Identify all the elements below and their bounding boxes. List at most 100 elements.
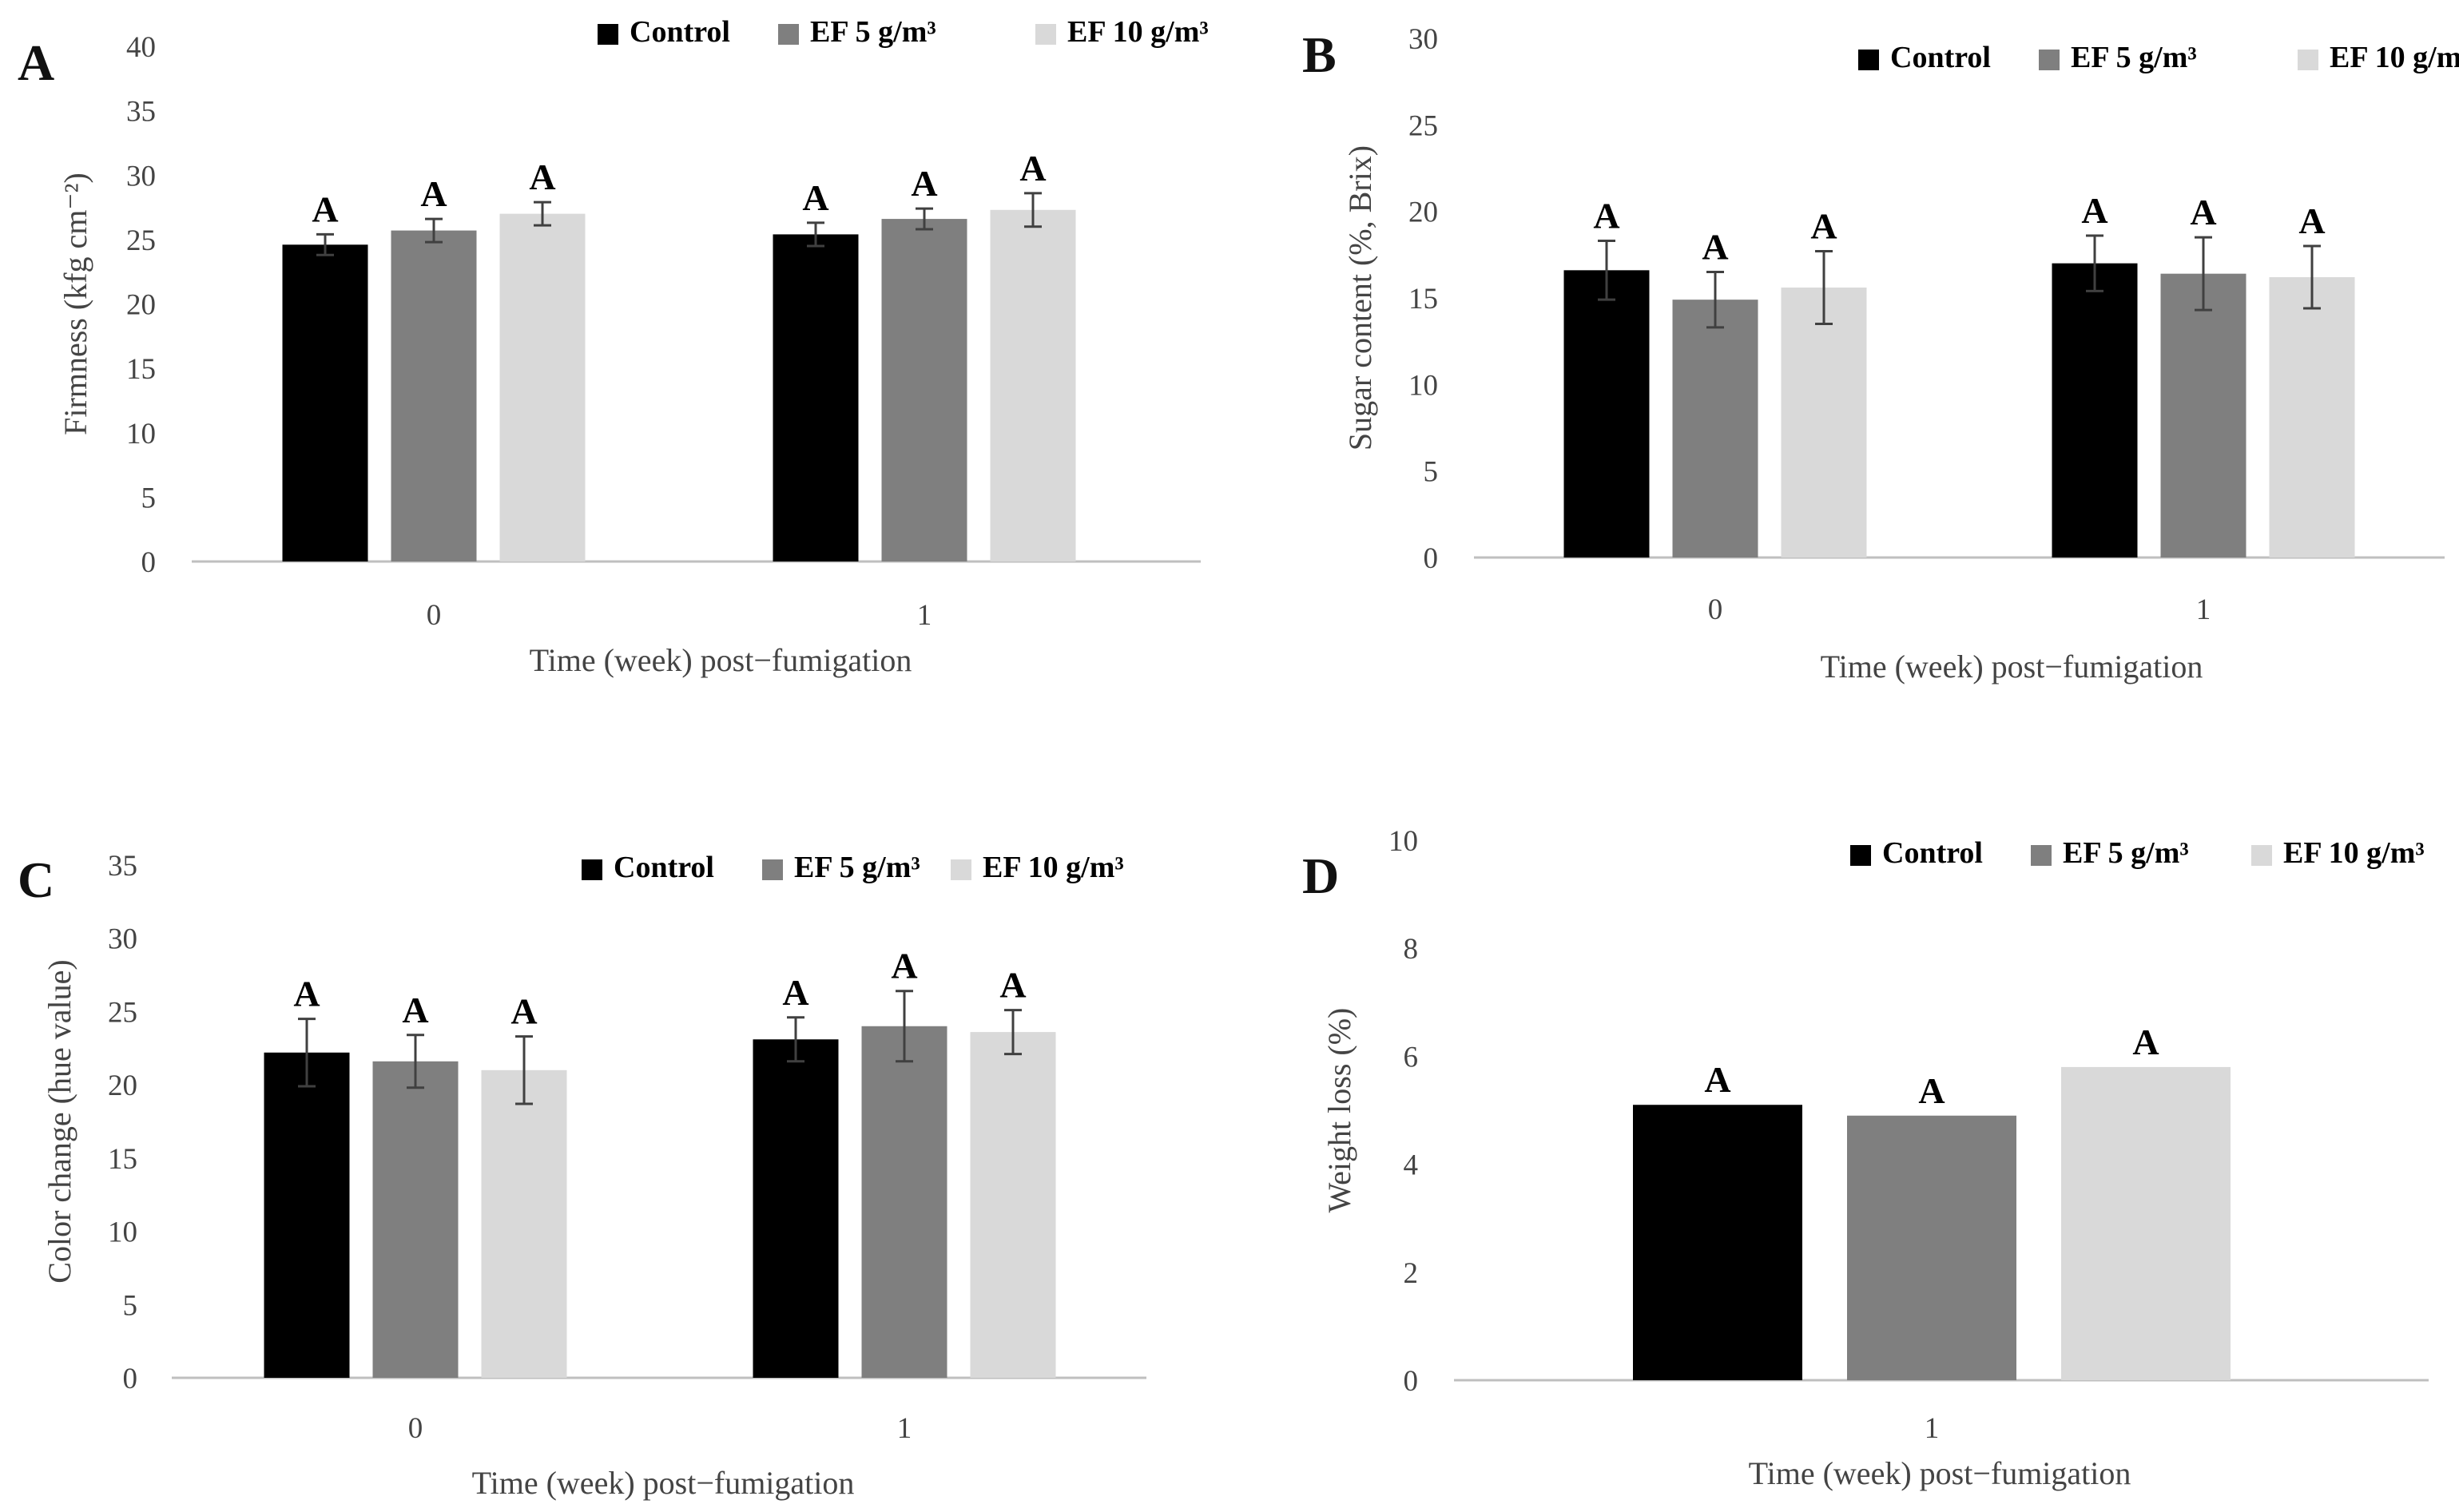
legend-label: EF 5 g/m³ [794,851,920,884]
legend-swatch [1035,24,1056,45]
x-tick-label: 1 [897,1412,912,1445]
bar [773,234,859,562]
legend: Control EF 5 g/m³ EF 10 g/m³ [1850,836,2425,870]
y-tick-label: 10 [1388,825,1418,858]
bar [282,244,368,562]
legend-label: EF 5 g/m³ [810,15,936,49]
x-axis-title: Time (week) post−fumigation [472,1465,855,1501]
panel-label: D [1302,847,1339,904]
y-tick-label: 20 [126,289,156,322]
y-tick-label: 15 [126,353,156,386]
significance-letter: A [1704,1059,1730,1100]
legend-label: EF 5 g/m³ [2071,41,2197,74]
x-axis-title: Time (week) post−fumigation [1821,649,2203,685]
significance-letter: A [293,974,320,1014]
chart-panel-D: D 0 2 4 6 8 10 A A A 1 Time (week) post−fumigation W… [1302,825,2429,1491]
chart-panel-B: B 0 5 10 15 20 25 30 A A A A A A 0 1 Time (week) post−fu… [1302,23,2459,685]
legend: Control EF 5 g/m³ EF 10 g/m³ [582,851,1124,884]
bar [2052,263,2138,558]
y-tick-label: 10 [126,418,156,450]
legend-label: EF 10 g/m³ [2283,836,2425,870]
legend-swatch [582,859,602,880]
y-tick-label: 2 [1404,1257,1419,1290]
significance-letter: A [2132,1022,2159,1062]
significance-letter: A [1810,206,1837,247]
legend-swatch [2039,50,2060,70]
bar [2061,1066,2231,1380]
y-tick-label: 15 [1408,283,1438,315]
significance-letter: A [782,972,808,1013]
bar [1847,1115,2016,1380]
significance-letter: A [1593,196,1619,236]
significance-letter: A [529,157,555,197]
bar [861,1026,947,1378]
significance-letter: A [1702,227,1728,268]
significance-letter: A [1918,1070,1945,1111]
legend-swatch [598,24,618,45]
panel-label: A [18,34,54,91]
y-tick-label: 10 [108,1216,137,1249]
bar [264,1052,350,1378]
y-tick-label: 20 [108,1070,137,1102]
legend-swatch [762,859,783,880]
significance-letter: A [911,163,937,204]
significance-letter: A [402,990,428,1030]
y-tick-label: 30 [108,923,137,956]
y-tick-label: 8 [1404,933,1419,966]
y-tick-label: 5 [123,1289,138,1322]
bar [1563,270,1650,558]
x-tick-label: 0 [427,599,442,632]
significance-letter: A [510,991,537,1032]
y-tick-label: 0 [123,1363,138,1395]
legend-label: EF 10 g/m³ [1067,15,1209,49]
x-tick-label: 1 [2196,593,2211,626]
y-tick-label: 5 [141,482,157,514]
bar [1781,288,1867,558]
legend-swatch [778,24,799,45]
legend-label: Control [1890,41,1991,74]
legend-swatch [2031,845,2052,866]
chart-panel-C: C 0 5 10 15 20 25 30 35 A A A A A A 0 1 Time (week) post−… [18,850,1146,1501]
bar [1672,300,1758,558]
y-tick-label: 40 [126,31,156,64]
significance-letter: A [891,946,917,986]
significance-letter: A [999,965,1026,1006]
y-tick-label: 20 [1408,196,1438,229]
bar [1633,1105,1802,1380]
y-tick-label: 0 [141,546,157,579]
bar [372,1061,459,1378]
legend-swatch [1858,50,1879,70]
y-tick-label: 4 [1404,1149,1419,1182]
x-tick-label: 0 [408,1412,423,1445]
x-axis-title: Time (week) post−fumigation [1749,1455,2131,1491]
legend-label: EF 10 g/m³ [983,851,1124,884]
legend-swatch [2251,845,2272,866]
y-tick-label: 35 [108,850,137,883]
legend-label: Control [614,851,714,884]
y-tick-label: 5 [1424,456,1439,489]
y-tick-label: 30 [126,160,156,192]
y-tick-label: 0 [1424,542,1439,575]
y-tick-label: 35 [126,96,156,129]
bar [753,1039,839,1378]
y-tick-label: 25 [126,224,156,257]
x-axis-title: Time (week) post−fumigation [530,642,912,678]
significance-letter: A [2081,190,2107,231]
legend-label: EF 5 g/m³ [2063,836,2189,870]
panel-label: B [1302,26,1337,83]
bar [2269,277,2355,558]
y-tick-label: 0 [1404,1365,1419,1398]
y-tick-label: 25 [108,996,137,1029]
bar [391,230,477,562]
legend: Control EF 5 g/m³ EF 10 g/m³ [598,15,1209,49]
y-tick-label: 30 [1408,23,1438,56]
y-axis-title: Firmness (kfg cm⁻²) [58,173,93,435]
significance-letter: A [802,177,828,218]
y-axis-title: Weight loss (%) [1321,1008,1357,1213]
y-tick-label: 15 [108,1143,137,1176]
significance-letter: A [2298,200,2325,241]
legend-label: Control [630,15,730,49]
y-tick-label: 10 [1408,369,1438,402]
